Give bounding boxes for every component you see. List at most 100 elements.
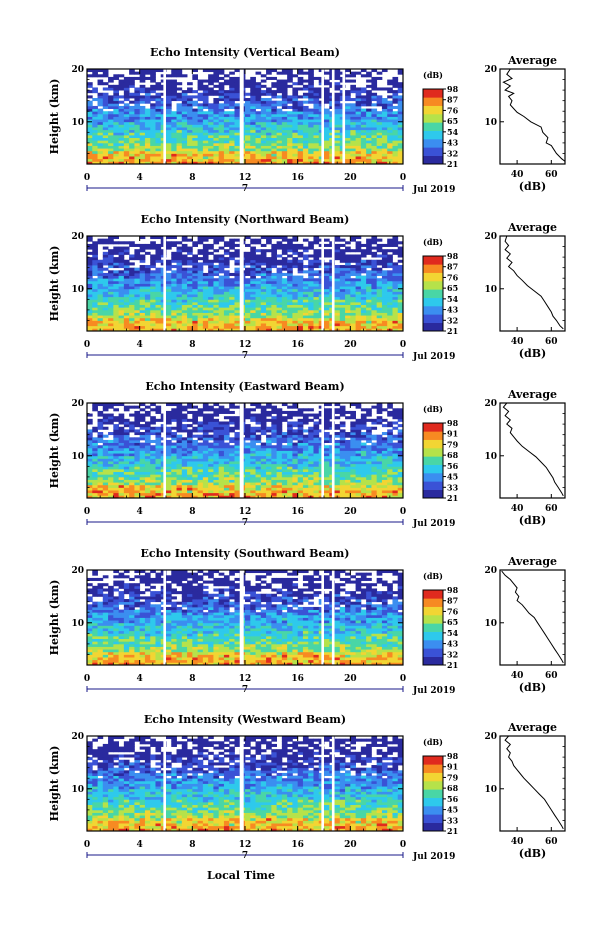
- heatmap-cell: [113, 236, 119, 240]
- heatmap-cell: [308, 95, 314, 99]
- heatmap-cell: [355, 280, 362, 284]
- heatmap-cell: [381, 137, 388, 141]
- heatmap-cell: [313, 132, 320, 136]
- heatmap-cell: [144, 246, 151, 250]
- heatmap-cell: [223, 145, 230, 149]
- heatmap-cell: [281, 113, 288, 117]
- heatmap-cell: [187, 325, 193, 329]
- heatmap-cell: [302, 71, 309, 75]
- heatmap-cell: [292, 490, 299, 494]
- heatmap-cell: [281, 145, 288, 149]
- heatmap-cell: [245, 259, 251, 263]
- heatmap-cell: [255, 286, 262, 290]
- heatmap-cell: [245, 487, 251, 491]
- heatmap-cell: [350, 458, 356, 462]
- heatmap-cell: [266, 278, 272, 282]
- heatmap-cell: [102, 315, 109, 319]
- heatmap-cell: [250, 82, 256, 86]
- heatmap-cell: [371, 79, 378, 83]
- heatmap-cell: [334, 238, 341, 242]
- heatmap-cell: [208, 474, 214, 478]
- heatmap-cell: [118, 108, 125, 112]
- heatmap-cell: [376, 132, 383, 136]
- heatmap-cell: [334, 484, 341, 488]
- heatmap-cell: [234, 108, 241, 112]
- heatmap-cell: [208, 455, 214, 459]
- heatmap-cell: [366, 466, 372, 470]
- heatmap-cell: [355, 161, 362, 165]
- heatmap-cell: [255, 458, 262, 462]
- heatmap-cell: [392, 296, 399, 300]
- heatmap-cell: [281, 479, 288, 483]
- heatmap-cell: [381, 468, 388, 473]
- y-tick-label: 10: [71, 285, 84, 295]
- heatmap-cell: [197, 301, 204, 306]
- heatmap-cell: [192, 458, 198, 462]
- heatmap-cell: [181, 309, 188, 313]
- heatmap-cell: [155, 270, 162, 274]
- heatmap-cell: [234, 84, 241, 88]
- heatmap-cell: [197, 307, 204, 311]
- heatmap-cell: [371, 490, 378, 494]
- heatmap-cell: [266, 492, 272, 496]
- heatmap-cell: [102, 124, 109, 128]
- heatmap-cell: [276, 275, 283, 279]
- heatmap-cell: [187, 129, 193, 133]
- heatmap-cell: [181, 129, 188, 133]
- heatmap-cell: [308, 92, 314, 96]
- heatmap-cell: [150, 275, 156, 279]
- heatmap-cell: [171, 74, 177, 78]
- y-tick-label: 20: [71, 65, 84, 75]
- heatmap-cell: [134, 317, 141, 321]
- heatmap-cell: [218, 294, 225, 298]
- heatmap-cell: [118, 241, 125, 245]
- heatmap-cell: [108, 98, 114, 102]
- heatmap-cell: [87, 484, 93, 488]
- heatmap-cell: [118, 328, 125, 332]
- heatmap-cell: [118, 119, 125, 123]
- heatmap-cell: [350, 304, 356, 308]
- heatmap-cell: [208, 328, 214, 332]
- heatmap-cell: [208, 108, 214, 112]
- heatmap-cell: [166, 286, 172, 290]
- heatmap-cell: [218, 87, 225, 91]
- heatmap-cell: [276, 296, 283, 300]
- heatmap-cell: [97, 288, 104, 292]
- heatmap-cell: [181, 113, 188, 117]
- panel-title: Echo Intensity (Vertical Beam): [150, 46, 340, 59]
- heatmap-cell: [366, 129, 372, 133]
- heatmap-cell: [392, 484, 399, 488]
- heatmap-cell: [218, 468, 225, 473]
- heatmap-cell: [313, 482, 320, 486]
- heatmap-cell: [287, 127, 293, 131]
- heatmap-cell: [123, 108, 130, 112]
- heatmap-cell: [102, 476, 109, 480]
- heatmap-cell: [102, 458, 109, 462]
- heatmap-cell: [276, 100, 283, 104]
- heatmap-cell: [392, 272, 399, 276]
- heatmap-cell: [92, 267, 98, 271]
- heatmap-cell: [255, 288, 262, 292]
- heatmap-cell: [339, 307, 346, 311]
- heatmap-cell: [134, 140, 141, 144]
- heatmap-cell: [155, 275, 162, 279]
- heatmap-cell: [324, 304, 330, 308]
- heatmap-cell: [387, 476, 393, 480]
- heatmap-cell: [302, 482, 309, 486]
- heatmap-cell: [334, 492, 341, 496]
- heatmap-cell: [371, 270, 378, 274]
- heatmap-cell: [118, 294, 125, 298]
- heatmap-cell: [266, 471, 272, 475]
- heatmap-cell: [144, 119, 151, 123]
- heatmap-cell: [308, 490, 314, 494]
- heatmap-cell: [123, 129, 130, 133]
- heatmap-cell: [302, 132, 309, 136]
- heatmap-cell: [123, 121, 130, 125]
- heatmap-cell: [297, 296, 304, 300]
- heatmap-cell: [123, 455, 130, 459]
- heatmap-cell: [313, 317, 320, 321]
- heatmap-cell: [245, 474, 251, 478]
- heatmap-cell: [223, 466, 230, 470]
- heatmap-cell: [260, 262, 267, 266]
- heatmap-cell: [381, 257, 388, 261]
